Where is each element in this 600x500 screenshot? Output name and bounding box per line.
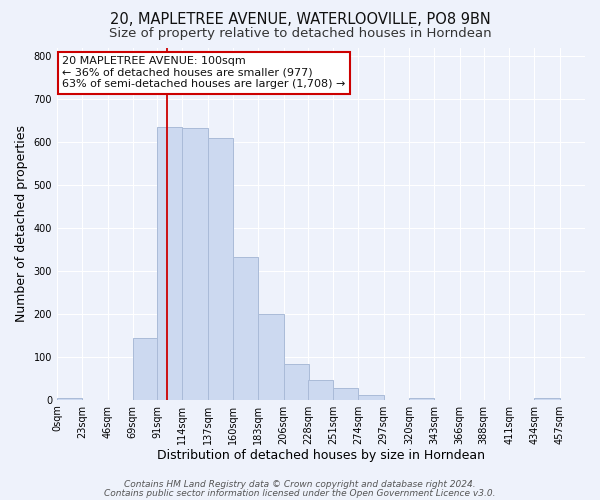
X-axis label: Distribution of detached houses by size in Horndean: Distribution of detached houses by size … (157, 450, 485, 462)
Bar (208, 138, 233, 400)
Text: 20 MAPLETREE AVENUE: 100sqm
← 36% of detached houses are smaller (977)
63% of se: 20 MAPLETREE AVENUE: 100sqm ← 36% of det… (62, 56, 346, 90)
Bar (535, 398, 560, 400)
Bar (57, 398, 82, 400)
Text: Size of property relative to detached houses in Horndean: Size of property relative to detached ho… (109, 28, 491, 40)
Bar (308, 380, 333, 400)
Bar (258, 314, 284, 400)
Bar (409, 398, 434, 400)
Y-axis label: Number of detached properties: Number of detached properties (15, 125, 28, 322)
Bar (157, 127, 182, 400)
Bar (358, 394, 383, 400)
Text: Contains HM Land Registry data © Crown copyright and database right 2024.: Contains HM Land Registry data © Crown c… (124, 480, 476, 489)
Text: Contains public sector information licensed under the Open Government Licence v3: Contains public sector information licen… (104, 488, 496, 498)
Bar (133, 338, 158, 400)
Bar (333, 388, 358, 400)
Bar (182, 128, 208, 400)
Bar (233, 256, 258, 400)
Bar (284, 364, 309, 400)
Text: 20, MAPLETREE AVENUE, WATERLOOVILLE, PO8 9BN: 20, MAPLETREE AVENUE, WATERLOOVILLE, PO8… (110, 12, 490, 28)
